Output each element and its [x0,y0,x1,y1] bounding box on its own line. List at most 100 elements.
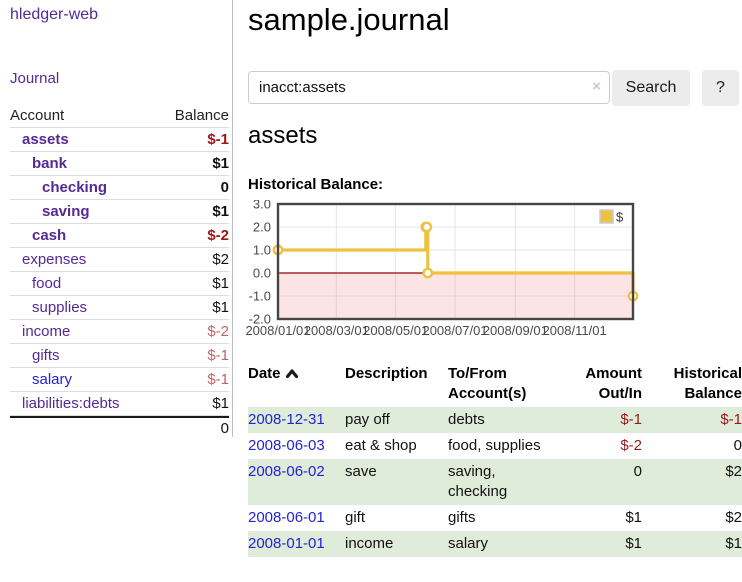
transaction-date-link[interactable]: 2008-06-01 [248,509,325,526]
account-link[interactable]: expenses [22,251,87,268]
transaction-date-link[interactable]: 2008-12-31 [248,411,325,428]
table-row: 2008-01-01 income salary $1 $1 [248,531,742,557]
account-balance: $-2 [207,323,229,340]
page-title: sample.journal [248,2,450,37]
historical-balance-chart: 3.0 2.0 1.0 0.0 -1.0 -2.02008/01/012008/03/01… [245,200,639,338]
account-row: expenses $2 [10,248,229,272]
app-brand-link[interactable]: hledger-web [10,6,99,23]
search-input[interactable] [248,71,610,104]
svg-text:2.0: 2.0 [253,220,271,235]
transaction-balance: $-1 [720,411,742,428]
transaction-description: save [345,463,377,480]
transaction-amount: $-1 [620,411,642,428]
account-row: salary $-1 [10,368,229,392]
account-row: assets $-1 [10,128,229,152]
transaction-balance: $2 [725,509,742,526]
register-col-amount: Amount Out/In [585,365,642,402]
account-balance: $1 [212,299,229,316]
svg-text:-2.0: -2.0 [249,312,271,327]
account-link[interactable]: food [32,275,62,292]
help-button[interactable]: ? [702,70,739,106]
account-balance: $1 [212,155,229,172]
sort-ascending-icon [285,365,299,385]
accounts-table-header: Account Balance [10,104,229,128]
account-balance: 0 [220,179,229,196]
svg-text:2008/05/01: 2008/05/01 [363,323,428,338]
search-button[interactable]: Search [612,70,690,106]
account-row: gifts $-1 [10,344,229,368]
account-row: bank $1 [10,152,229,176]
transaction-balance: $1 [725,535,742,552]
transaction-amount: 0 [633,463,642,480]
account-link[interactable]: supplies [32,299,88,316]
table-row: 2008-06-03 eat & shop food, supplies $-2 0 [248,433,742,459]
account-link[interactable]: assets [22,131,69,148]
transaction-description: income [345,535,394,552]
account-link[interactable]: cash [32,227,67,244]
account-balance: $-1 [207,131,229,148]
account-heading: assets [248,122,318,149]
svg-text:-1.0: -1.0 [249,289,271,304]
account-row: cash $-2 [10,224,229,248]
account-link[interactable]: checking [42,179,108,196]
transaction-date-link[interactable]: 2008-01-01 [248,535,325,552]
search-bar: × Search ? [248,70,742,106]
register-table-body: 2008-12-31 pay off debts $-1 $-1 2008-06-03 ea… [248,407,742,557]
register-table: Date Description To/From Account(s) Amou… [248,362,742,557]
register-col-accounts: To/From Account(s) [448,365,527,402]
transaction-accounts: debts [448,411,485,428]
account-link[interactable]: liabilities:debts [22,395,120,412]
account-row: liabilities:debts $1 [10,392,229,416]
account-balance: $1 [212,395,229,412]
accounts-col-balance: Balance [174,107,229,124]
register-header-row: Date Description To/From Account(s) Amou… [248,362,742,407]
table-row: 2008-06-01 gift gifts $1 $2 [248,505,742,531]
chart-legend-label: $ [616,210,624,225]
transaction-accounts: salary [448,535,489,552]
transaction-accounts: saving, checking [448,463,508,500]
account-link[interactable]: salary [32,371,73,388]
transaction-description: eat & shop [345,437,417,454]
sidebar: hledger-web Journal Account Balance asse… [0,0,233,437]
transaction-amount: $1 [625,535,642,552]
account-link[interactable]: income [22,323,71,340]
account-row: income $-2 [10,320,229,344]
svg-text:1.0: 1.0 [253,243,271,258]
transaction-description: gift [345,509,366,526]
accounts-table: Account Balance assets $-1 bank $1 checking 0… [10,104,229,438]
account-balance: $2 [212,251,229,268]
transaction-date-link[interactable]: 2008-06-03 [248,437,325,454]
account-row: checking 0 [10,176,229,200]
accounts-col-account: Account [10,107,65,124]
svg-text:2008/07/01: 2008/07/01 [422,323,487,338]
account-link[interactable]: saving [42,203,90,220]
account-row: saving $1 [10,200,229,224]
transaction-amount: $-2 [620,437,642,454]
sidebar-item-journal[interactable]: Journal [10,70,60,87]
account-link[interactable]: gifts [32,347,60,364]
transaction-balance: $2 [725,463,742,480]
chart-title: Historical Balance: [248,176,384,193]
account-link[interactable]: bank [32,155,68,172]
clear-search-icon[interactable]: × [592,78,601,95]
accounts-table-body: assets $-1 bank $1 checking 0 saving $1 cash $-2 e… [10,128,229,416]
svg-text:2008/01/01: 2008/01/01 [245,323,310,338]
table-row: 2008-12-31 pay off debts $-1 $-1 [248,407,742,433]
accounts-total-value: 0 [220,419,229,437]
account-row: supplies $1 [10,296,229,320]
account-balance: $-1 [207,371,229,388]
account-balance: $1 [212,203,229,220]
svg-text:2008/09/01: 2008/09/01 [483,323,548,338]
table-row: 2008-06-02 save saving, checking 0 $2 [248,459,742,505]
register-col-date[interactable]: Date [248,362,345,407]
transaction-amount: $1 [625,509,642,526]
svg-text:2008/11/01: 2008/11/01 [543,323,607,338]
transaction-accounts: food, supplies [448,437,541,454]
svg-text:0.0: 0.0 [253,266,271,281]
account-balance: $-2 [207,227,229,244]
account-balance: $1 [212,275,229,292]
transaction-balance: 0 [733,437,742,454]
transaction-date-link[interactable]: 2008-06-02 [248,463,325,480]
transaction-description: pay off [345,411,390,428]
svg-text:3.0: 3.0 [253,200,271,212]
